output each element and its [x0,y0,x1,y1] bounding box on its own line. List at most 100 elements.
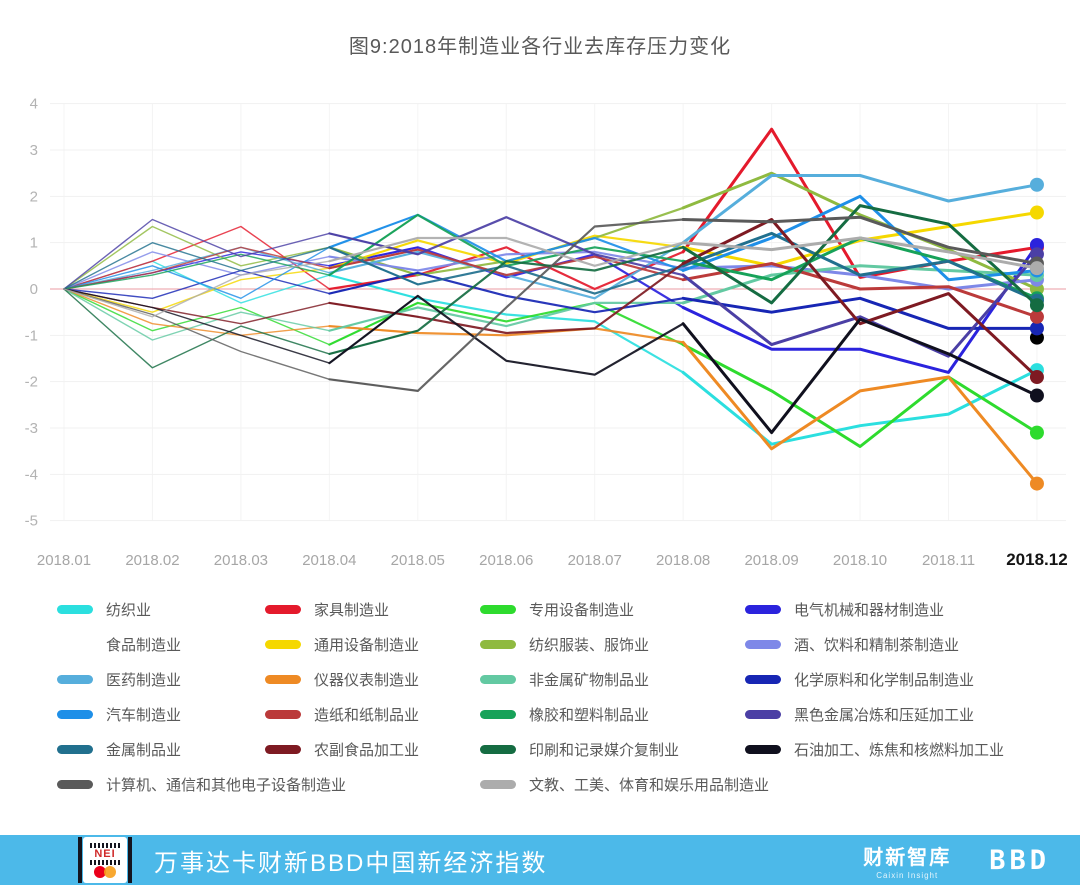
line-chart: 4 3 2 1 0 -1 -2 -3 -4 -5 2018.01 2018.02 2018.03 2018… [25,96,1068,569]
y-axis-tick-label: 3 [30,142,38,159]
nei-logo-text: NEI [94,847,116,860]
legend-swatch [480,709,516,719]
series-line [681,296,1039,330]
legend-label: 专用设备制造业 [529,601,635,619]
legend-swatch [745,744,781,754]
legend-item: 黑色金属冶炼和压延加工业 [745,703,974,725]
barcode-icon [90,859,120,865]
legend-swatch [265,639,301,649]
legend-item: 石油加工、炼焦和核燃料加工业 [745,738,1004,760]
legend-label: 仪器仪表制造业 [314,671,420,689]
legend-label: 造纸和纸制品业 [314,706,420,724]
legend-label: 橡胶和塑料制品业 [529,706,650,724]
mastercard-icon [94,865,116,878]
series-line [328,216,773,346]
legend-label: 通用设备制造业 [314,636,420,654]
legend-item: 纺织业 [57,598,151,620]
series-end-dot [1029,177,1044,192]
y-axis-tick-label: -5 [25,513,38,530]
legend-label: 电气机械和器材制造业 [794,601,945,619]
legend-item: 仪器仪表制造业 [265,668,419,690]
legend-swatch [265,709,301,719]
series-line [681,317,1039,435]
series-end-dot [1029,309,1044,324]
nei-logo-left-bar [78,837,82,883]
legend-item: 造纸和纸制品业 [265,703,419,725]
chart-title: 图9:2018年制造业各行业去库存压力变化 [348,36,732,58]
mastercard-orange-circle [104,865,116,878]
x-axis-tick-label: 2018.06 [479,552,533,569]
legend-swatch [480,779,516,789]
legend-label: 黑色金属冶炼和压延加工业 [794,706,975,724]
legend-label: 化学原料和化学制品制造业 [794,671,975,689]
y-axis-tick-label: -3 [25,420,38,437]
legend-swatch [57,604,93,614]
nei-logo-card: NEI [83,837,127,883]
series-end-dot [1029,476,1044,491]
series-end-dot [1029,425,1044,440]
legend-swatch [745,674,781,684]
legend-label: 石油加工、炼焦和核燃料加工业 [794,741,1005,759]
footer-brand-text: 万事达卡财新BBD中国新经济指数 [154,849,548,877]
y-axis-tick-label: 2 [30,188,38,205]
legend-item: 医药制造业 [57,668,181,690]
legend-item: 印刷和记录媒介复制业 [480,738,679,760]
series-line [681,204,1039,307]
y-axis-tick-label: -2 [25,374,38,391]
legend-item: 电气机械和器材制造业 [745,598,944,620]
series-end-dot [1029,321,1044,336]
legend-item: 金属制品业 [57,738,181,760]
series-line [681,231,1039,303]
series-end-dot [1029,298,1044,313]
legend-item: 专用设备制造业 [480,598,634,620]
legend-swatch [57,674,93,684]
legend-swatch [57,709,93,719]
legend-label: 汽车制造业 [106,706,182,724]
legend-swatch [480,744,516,754]
legend-label: 文教、工美、体育和娱乐用品制造业 [529,776,770,794]
footer-bar: NEI 万事达卡财新BBD中国新经济指数 财新智库 Caixin Insight… [0,835,1080,885]
legend-item: 纺织服装、服饰业 [480,633,649,655]
nei-logo-right-bar [128,837,132,883]
legend-item: 食品制造业 [57,633,181,655]
series-line [681,194,1039,282]
legend-item: 通用设备制造业 [265,633,419,655]
legend-swatch [745,604,781,614]
legend-swatch [745,639,781,649]
legend-swatch [480,674,516,684]
series-line [681,171,1039,291]
x-axis-tick-label: 2018.02 [125,552,179,569]
legend-label: 医药制造业 [106,671,182,689]
y-axis-tick-label: 0 [30,281,38,298]
mastercard-red-circle [94,865,106,878]
x-axis-tick-label: 2018.08 [656,552,710,569]
legend-item: 橡胶和塑料制品业 [480,703,649,725]
series-line [681,368,1039,446]
series-line [681,243,1039,374]
caixin-logo-subtext: Caixin Insight [876,870,939,880]
legend-swatch [57,640,93,649]
series-end-dot [1029,205,1044,220]
x-axis-tick-label: 2018.05 [391,552,445,569]
y-axis-tick-label: -1 [25,327,38,344]
x-axis-tick-label: 2018.11 [922,552,975,569]
legend-label: 纺织业 [106,601,152,619]
y-axis-tick-label: -4 [25,466,38,483]
series-line [681,236,1039,270]
legend-item: 家具制造业 [265,598,389,620]
legend-label: 非金属矿物制品业 [529,671,650,689]
series-line [681,262,1039,319]
legend-swatch [480,604,516,614]
legend-swatch [480,639,516,649]
legend-swatch [265,674,301,684]
legend-item: 计算机、通信和其他电子设备制造业 [57,773,346,795]
legend-label: 食品制造业 [106,636,182,654]
series-end-dot [1029,261,1044,276]
legend-swatch [57,744,93,754]
series-end-dot [1029,388,1044,403]
legend-label: 纺织服装、服饰业 [529,636,650,654]
caixin-insight-logo: 财新智库 Caixin Insight [863,841,951,880]
nei-logo: NEI [78,837,132,883]
legend-label: 计算机、通信和其他电子设备制造业 [106,776,347,794]
